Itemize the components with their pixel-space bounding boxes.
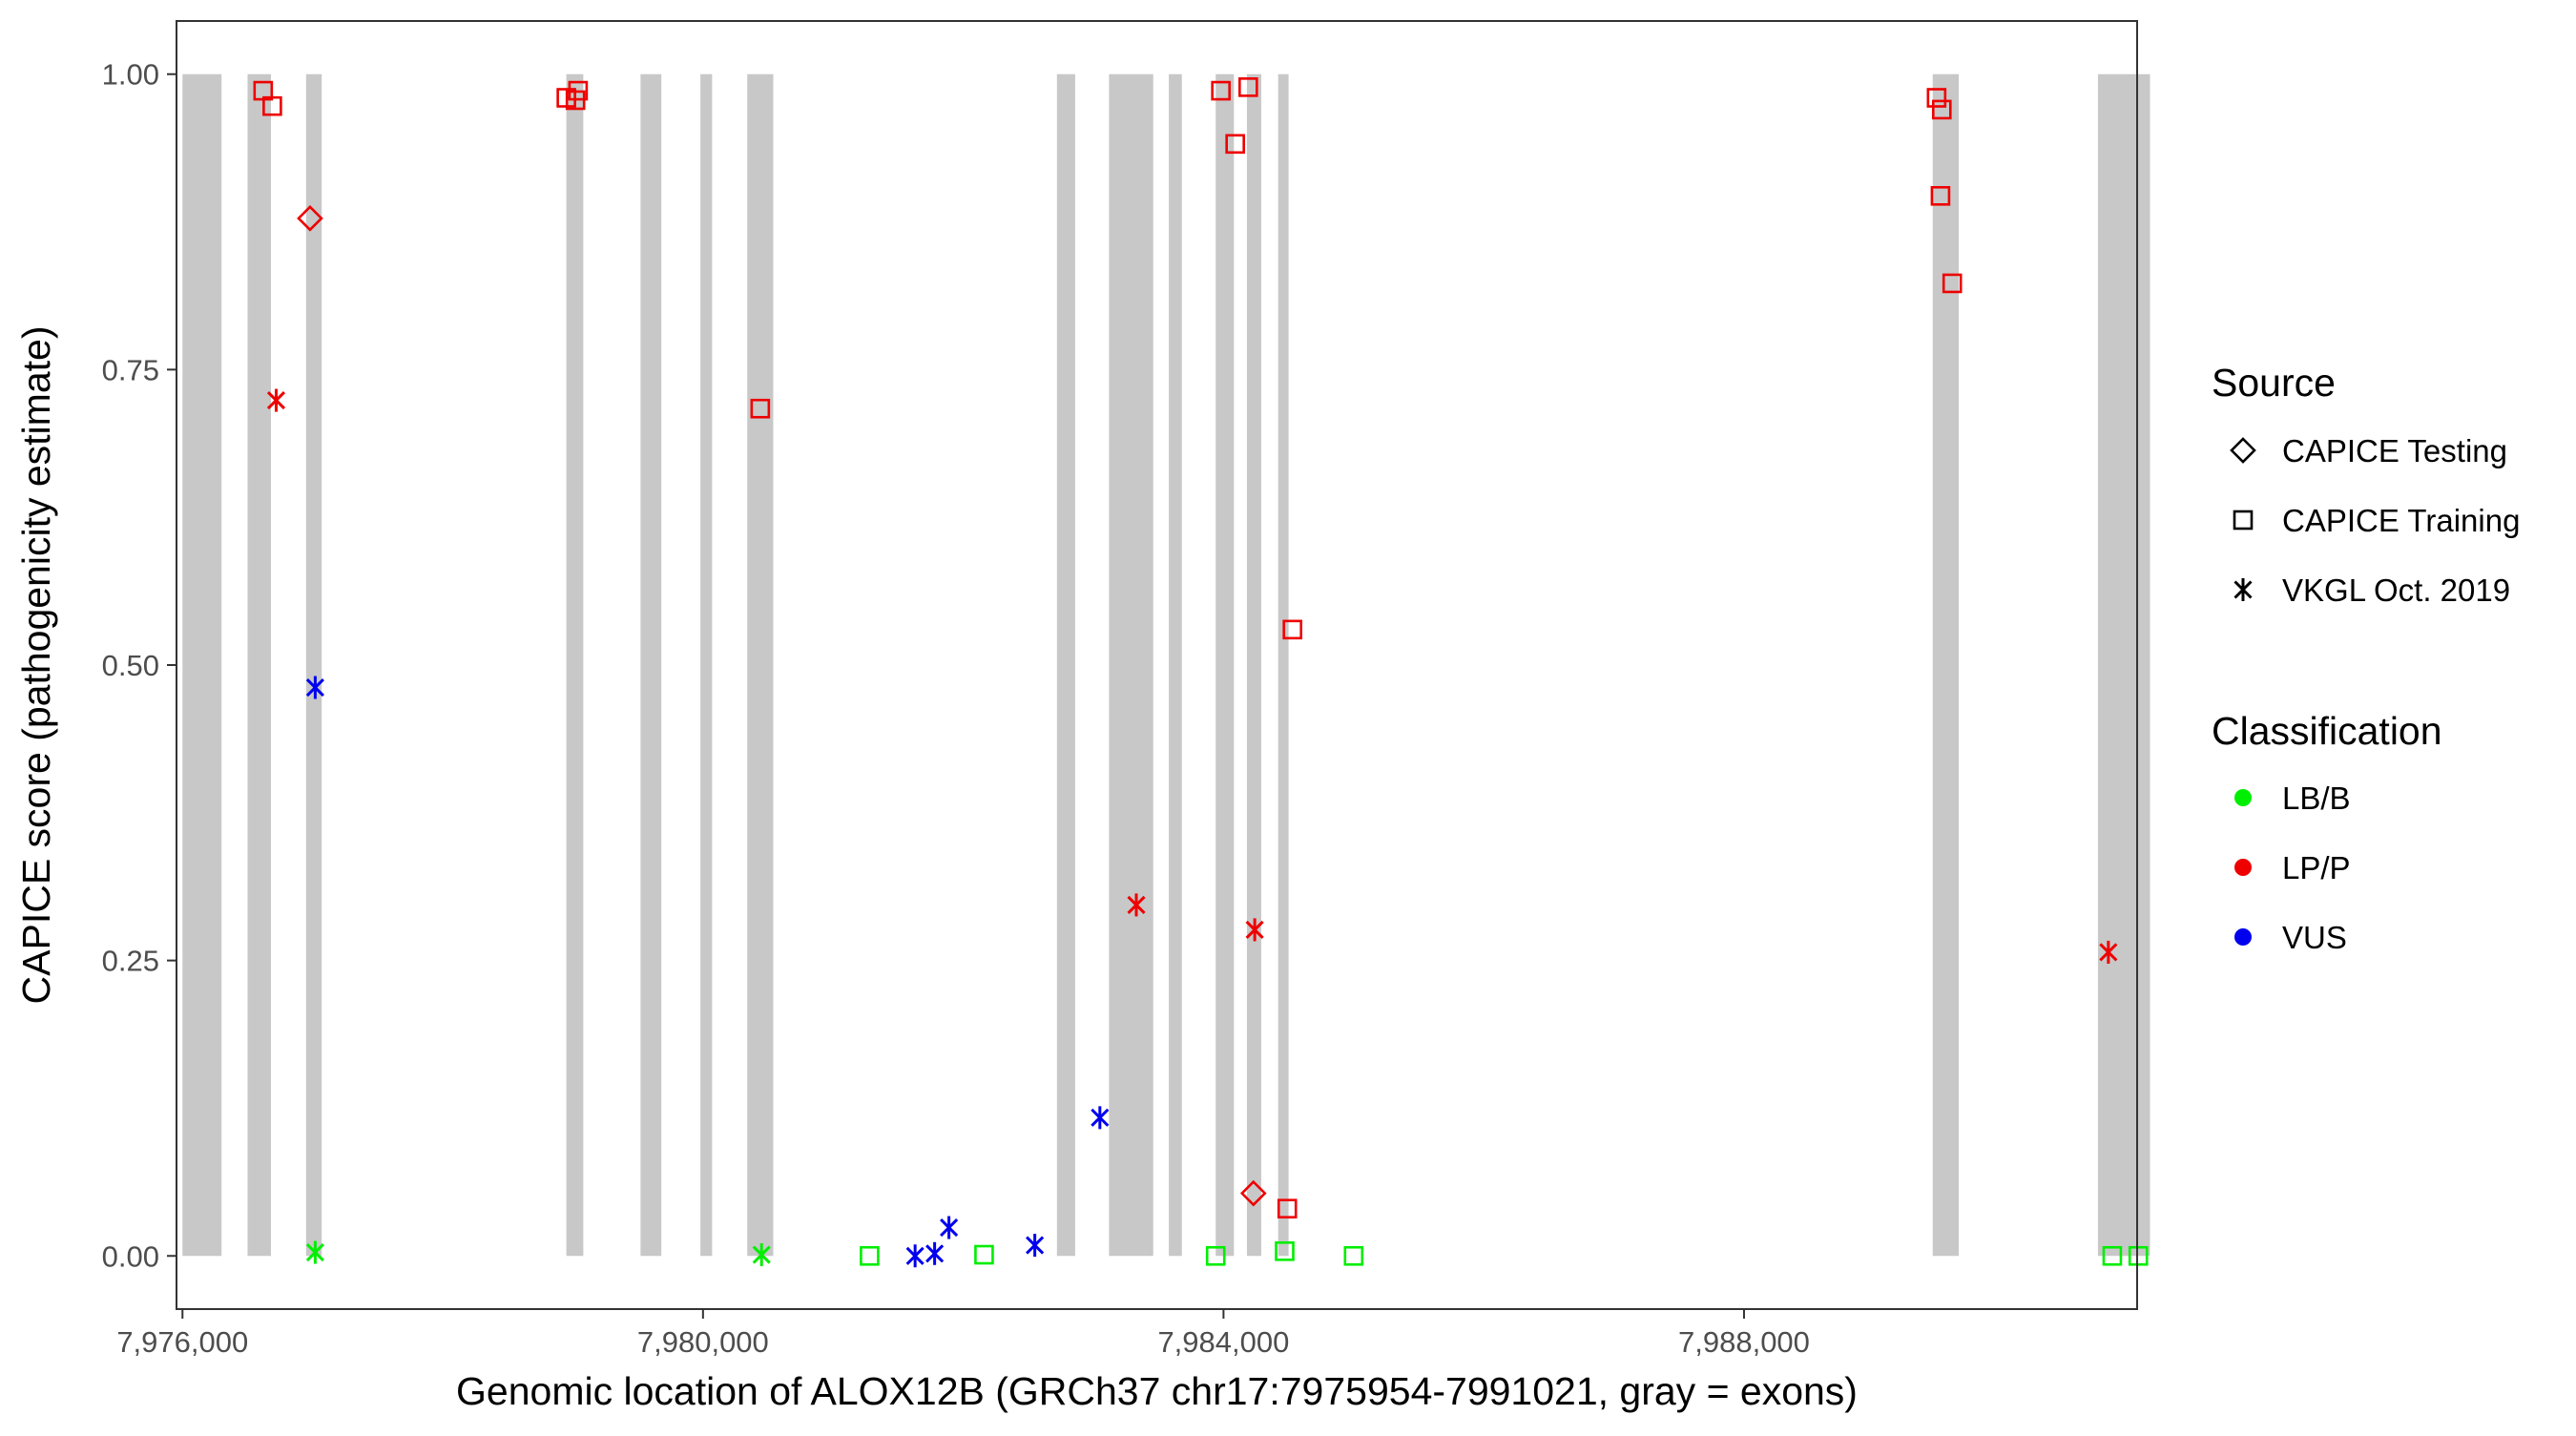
data-point: [1343, 1245, 1364, 1266]
y-tick-label: 0.25: [102, 945, 159, 978]
data-point: [297, 204, 323, 232]
exon-bar: [700, 73, 713, 1257]
x-tick-label: 7,980,000: [637, 1325, 769, 1359]
y-tick-label: 1.00: [102, 58, 159, 92]
data-point: [1926, 88, 1947, 108]
data-point: [1282, 619, 1302, 640]
legend-source-key: [2233, 578, 2253, 601]
data-point: [1245, 918, 1264, 942]
y-tick-label: 0.75: [102, 353, 159, 386]
data-point: [1091, 1106, 1110, 1130]
x-tick-label: 7,984,000: [1157, 1325, 1289, 1359]
data-point: [1225, 134, 1245, 155]
exon-bar: [747, 73, 774, 1257]
point-layer: [253, 77, 2149, 1268]
legend-class-key: [2234, 859, 2252, 876]
legend-class-label: VUS: [2282, 920, 2347, 955]
data-point: [1205, 1245, 1226, 1266]
data-point: [752, 1243, 771, 1267]
data-point: [266, 388, 286, 412]
exon-bar: [247, 73, 272, 1257]
data-point: [1275, 1241, 1295, 1261]
data-point: [1239, 1179, 1267, 1207]
data-point: [1931, 99, 1952, 120]
exon-bar: [182, 73, 222, 1257]
data-point: [262, 95, 282, 116]
legend-source-title: Source: [2212, 361, 2336, 405]
exon-bar: [1056, 73, 1075, 1257]
exon-bar: [1215, 73, 1235, 1257]
data-point: [860, 1245, 880, 1266]
exon-bar: [640, 73, 662, 1257]
exon-layer: [182, 73, 2150, 1257]
exon-bar: [566, 73, 584, 1257]
y-axis-title: CAPICE score (pathogenicity estimate): [14, 326, 58, 1005]
data-point: [1942, 273, 1963, 294]
legend-source-label: CAPICE Training: [2282, 503, 2520, 538]
data-point: [1238, 77, 1258, 97]
legend: Source Classification CAPICE TestingCAPI…: [2212, 361, 2520, 955]
exon-bar: [1278, 73, 1289, 1257]
data-point: [974, 1244, 994, 1265]
legend-class-label: LB/B: [2282, 780, 2351, 816]
legend-source-label: VKGL Oct. 2019: [2282, 572, 2510, 608]
legend-classification-title: Classification: [2212, 709, 2442, 753]
legend-source-label: CAPICE Testing: [2282, 433, 2507, 468]
data-point: [568, 80, 589, 101]
data-point: [1930, 186, 1951, 206]
legend-items: CAPICE Testing CAPICE Training VKGL Oct. 2…: [2230, 433, 2520, 955]
exon-bar: [1246, 73, 1261, 1257]
data-point: [305, 1240, 324, 1264]
data-point: [925, 1241, 945, 1265]
x-axis-title: Genomic location of ALOX12B (GRCh37 chr1…: [456, 1369, 1858, 1413]
data-point: [1026, 1234, 1045, 1258]
y-tick-label: 0.50: [102, 649, 159, 682]
data-point: [2128, 1245, 2149, 1266]
exon-bar: [1169, 73, 1182, 1257]
exon-bar: [1109, 73, 1153, 1257]
axis-layer: 0.00 0.25 0.50 0.75 1.00 7,976,000 7,980,000 7,…: [102, 58, 1810, 1359]
data-point: [940, 1216, 959, 1239]
data-point: [1127, 893, 1146, 917]
legend-class-key: [2234, 928, 2252, 946]
exon-bar: [1932, 73, 1960, 1257]
data-point: [2099, 940, 2118, 964]
data-point: [2102, 1245, 2123, 1266]
data-point: [905, 1244, 924, 1268]
legend-class-key: [2234, 789, 2252, 806]
data-point: [1277, 1198, 1298, 1219]
data-point: [1211, 80, 1231, 101]
y-tick-label: 0.00: [102, 1239, 159, 1273]
data-point: [305, 676, 324, 699]
legend-source-key: [2230, 437, 2256, 464]
x-tick-label: 7,976,000: [116, 1325, 248, 1359]
exon-bar: [305, 73, 322, 1257]
legend-source-key: [2233, 510, 2254, 531]
legend-class-label: LP/P: [2282, 850, 2351, 885]
data-point: [750, 398, 771, 419]
x-tick-label: 7,988,000: [1678, 1325, 1810, 1359]
exon-bar: [2097, 73, 2150, 1257]
